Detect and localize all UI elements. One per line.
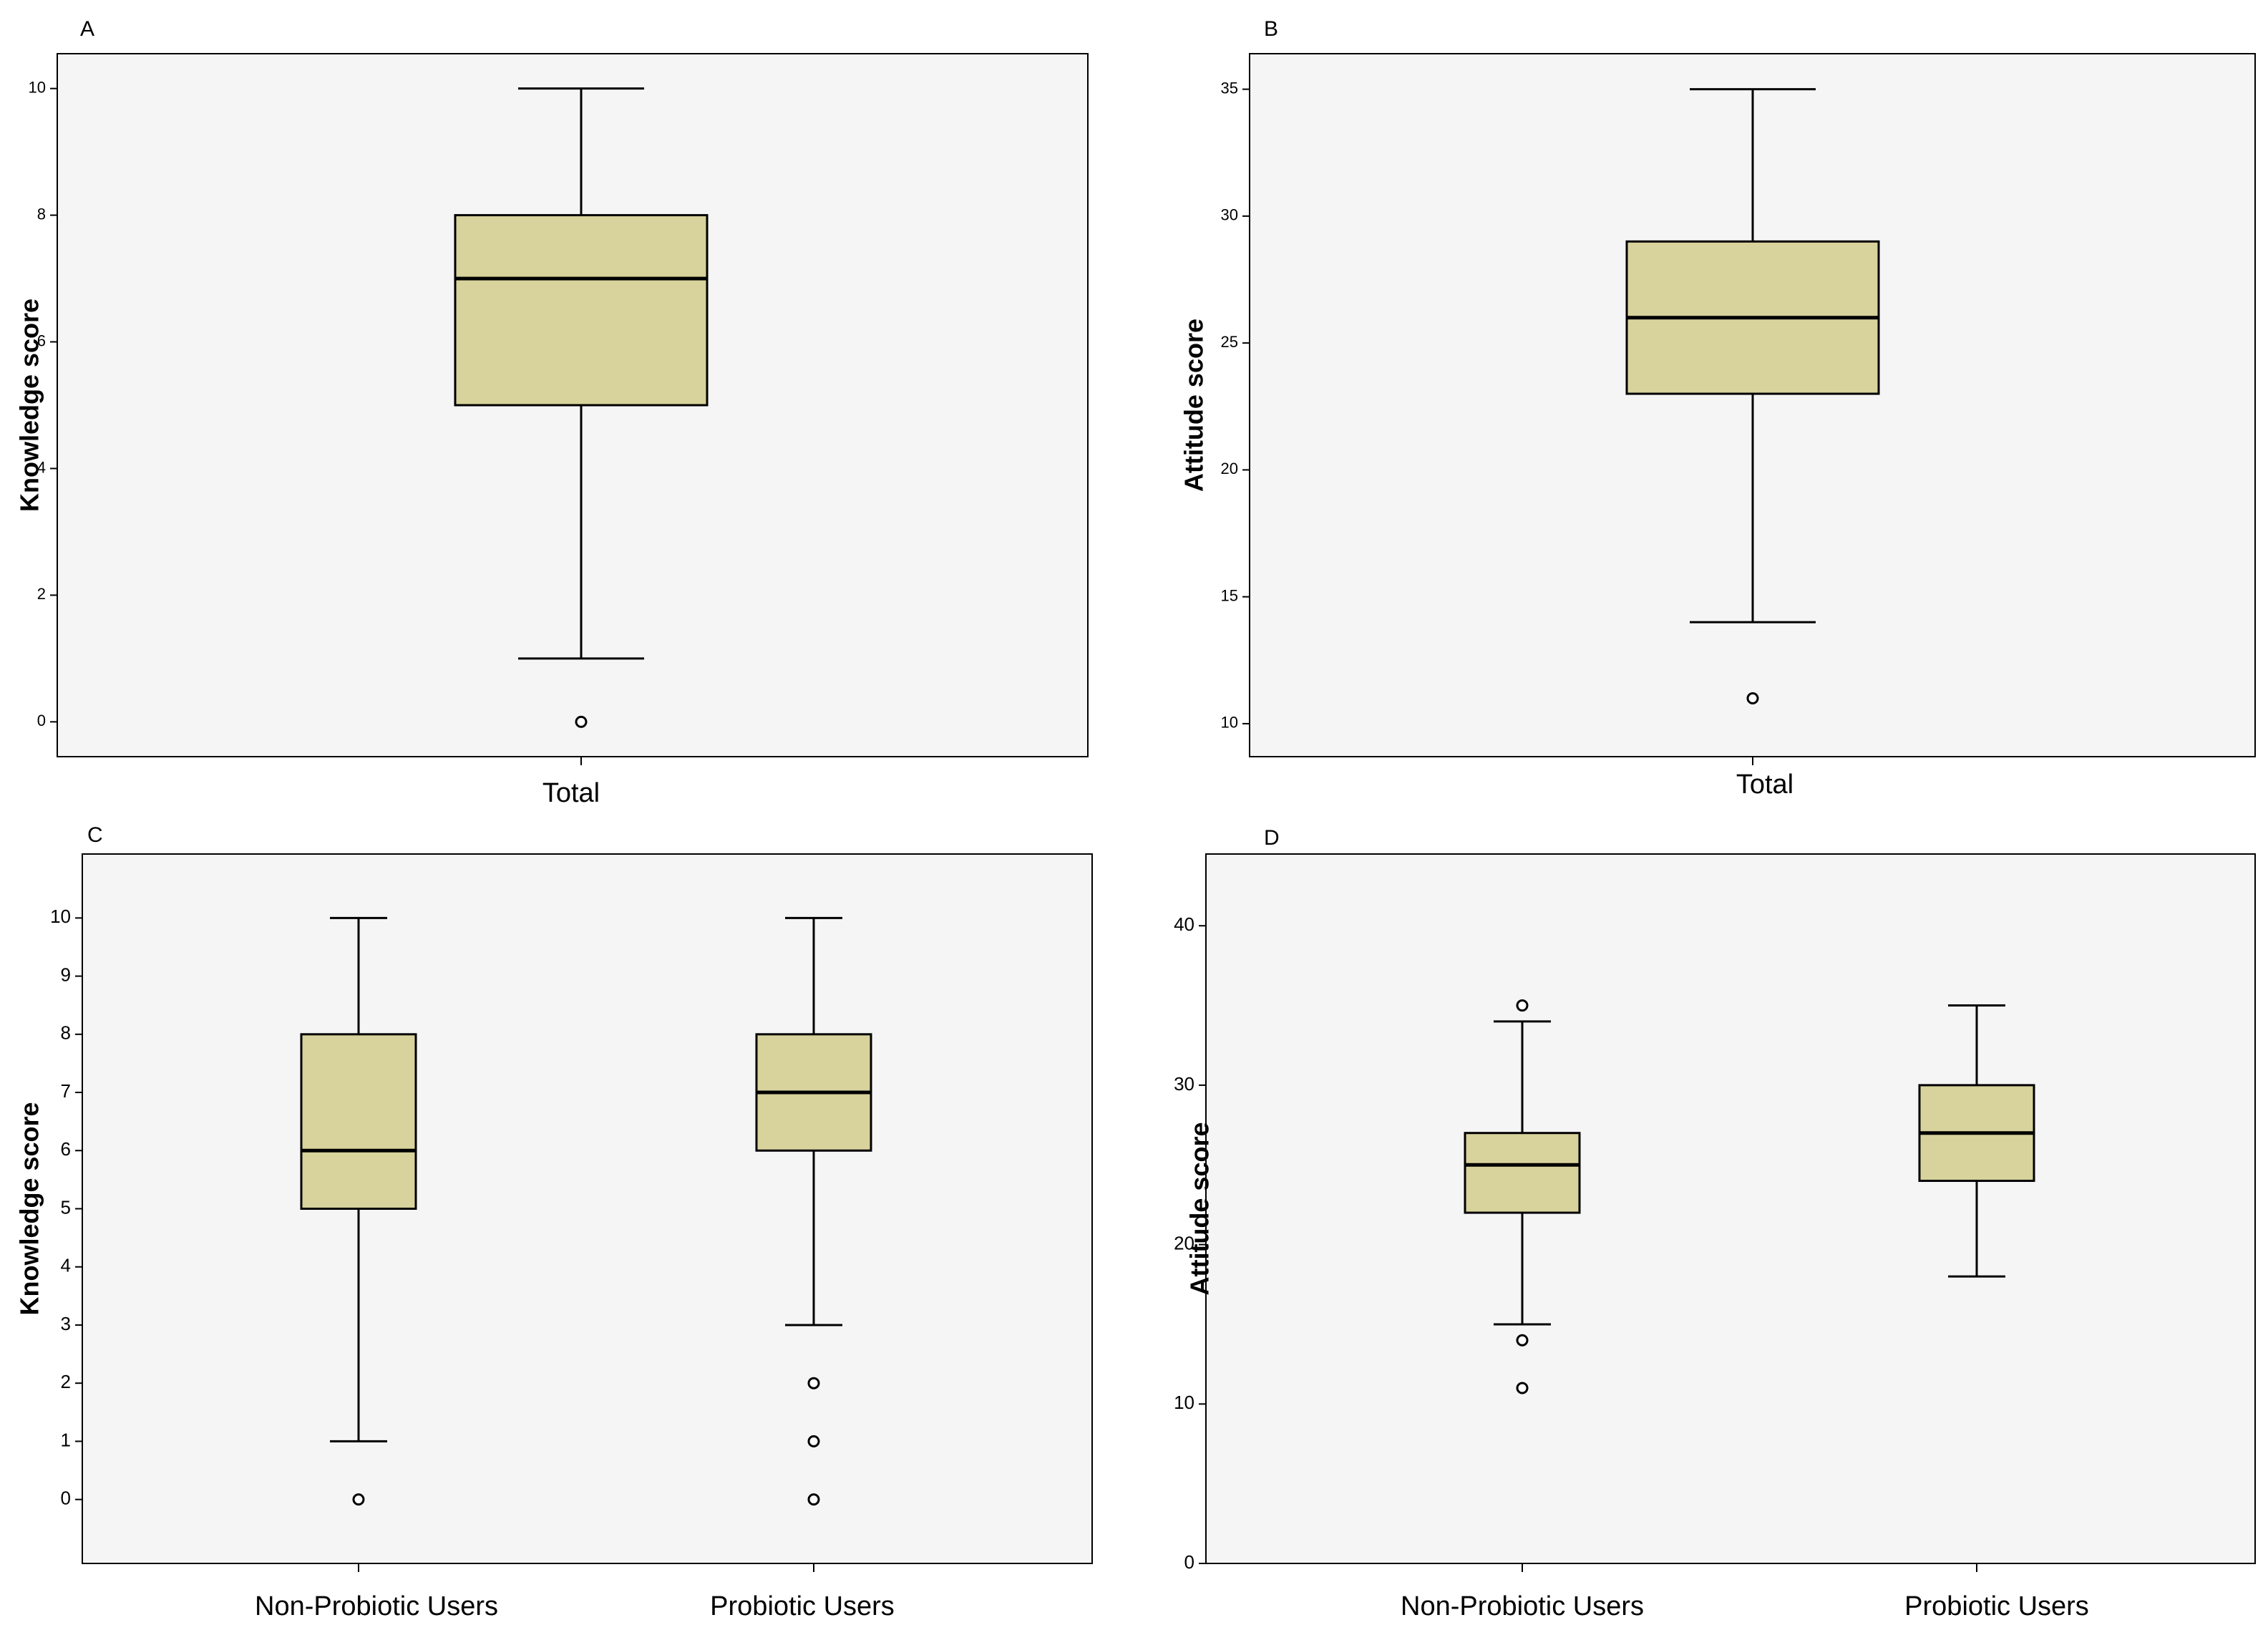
y-tick-label: 3 — [61, 1313, 71, 1334]
outlier-point — [1746, 692, 1759, 704]
y-tick-label: 8 — [61, 1022, 71, 1044]
outlier-point — [807, 1493, 820, 1506]
panel-b: B 10 15 20 25 30 35 Attitude score Total — [1179, 17, 2256, 800]
y-tick-label: 8 — [37, 205, 46, 223]
outlier-point — [352, 1493, 365, 1506]
y-tick-label: 5 — [61, 1196, 71, 1218]
y-tick-label: 4 — [61, 1255, 71, 1276]
panel-letter: B — [1264, 17, 1278, 41]
y-tick-label: 20 — [1221, 460, 1238, 477]
y-tick-label: 6 — [61, 1138, 71, 1160]
y-tick-label: 7 — [61, 1080, 71, 1102]
y-axis-label: Knowledge score — [15, 299, 44, 512]
outlier-point — [807, 1435, 820, 1447]
panel-letter: C — [87, 823, 103, 847]
y-tick-label: 10 — [50, 906, 71, 927]
outlier-point — [1516, 1334, 1529, 1347]
outlier-point — [1516, 999, 1529, 1012]
outlier-point — [807, 1377, 820, 1389]
y-tick-label: 10 — [29, 78, 46, 96]
x-category-label: Non-Probiotic Users — [255, 1591, 498, 1621]
panel-c: C 0 1 2 3 4 5 6 7 8 9 10 Knowledge score Non-Probioti… — [15, 823, 1093, 1621]
y-tick-label: 30 — [1221, 206, 1238, 224]
y-tick-label: 2 — [61, 1371, 71, 1392]
box-1: Non-Probiotic Users — [255, 916, 498, 1621]
outlier-point — [575, 715, 588, 728]
panel-letter: D — [1264, 826, 1280, 850]
y-tick-label: 25 — [1221, 333, 1238, 351]
x-category-label: Probiotic Users — [1904, 1591, 2089, 1621]
panel-a: A 0 2 4 6 8 10 Knowledge score Total — [15, 17, 1089, 808]
y-tick-label: 40 — [1174, 913, 1194, 935]
plot-area — [82, 853, 1093, 1564]
x-category-label: Non-Probiotic Users — [1401, 1591, 1644, 1621]
y-tick-label: 10 — [1174, 1392, 1194, 1413]
y-tick-label: 0 — [37, 712, 46, 729]
iqr-box — [454, 214, 709, 407]
y-tick-label: 0 — [61, 1488, 71, 1509]
y-tick-label: 4 — [37, 458, 46, 476]
iqr-box — [1464, 1132, 1581, 1214]
box-2: Probiotic Users — [710, 916, 895, 1621]
y-tick-label: 15 — [1221, 586, 1238, 604]
y-tick-label: 10 — [1221, 714, 1238, 732]
y-axis-label: Attitude score — [1179, 319, 1209, 492]
y-tick-label: 9 — [61, 964, 71, 985]
y-axis-label: Attitude score — [1185, 1122, 1215, 1295]
x-category-label: Total — [1736, 770, 1794, 800]
y-tick-label: 30 — [1174, 1073, 1194, 1095]
y-tick-label: 35 — [1221, 79, 1238, 97]
y-tick-label: 2 — [37, 585, 46, 603]
box-1: Non-Probiotic Users — [1401, 999, 1644, 1621]
box-1: Total — [1625, 88, 1880, 800]
y-axis-label: Knowledge score — [15, 1102, 44, 1315]
iqr-box — [300, 1033, 417, 1211]
y-tick-label: 0 — [1184, 1551, 1194, 1573]
x-category-label: Total — [542, 778, 600, 808]
x-category-label: Probiotic Users — [710, 1591, 895, 1621]
box-2: Probiotic Users — [1904, 1004, 2089, 1621]
box-1: Total — [454, 87, 709, 808]
outlier-point — [1516, 1382, 1529, 1394]
panel-letter: A — [80, 17, 94, 41]
y-tick-label: 20 — [1174, 1232, 1194, 1253]
y-tick-label: 1 — [61, 1429, 71, 1450]
plot-area — [1205, 853, 2256, 1564]
panel-d: D 0 10 20 30 40 Attitude score Non-Probiotic Us… — [1174, 826, 2256, 1621]
y-tick-label: 6 — [37, 331, 46, 349]
